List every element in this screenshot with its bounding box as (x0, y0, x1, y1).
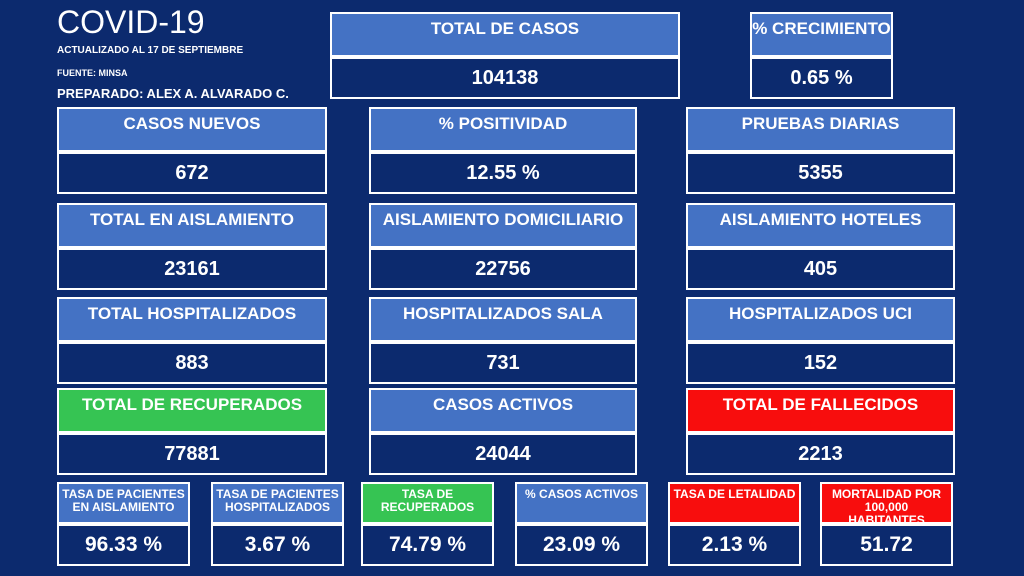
card-label: TOTAL DE RECUPERADOS (57, 388, 327, 433)
card-label: CASOS NUEVOS (57, 107, 327, 152)
card-value: 883 (57, 342, 327, 384)
stat-card: % CRECIMIENTO 0.65 % (750, 12, 893, 99)
stat-card: TOTAL HOSPITALIZADOS 883 (57, 297, 327, 384)
card-label: TOTAL DE FALLECIDOS (686, 388, 955, 433)
card-value: 2.13 % (668, 524, 801, 566)
card-label: AISLAMIENTO HOTELES (686, 203, 955, 248)
card-value: 96.33 % (57, 524, 190, 566)
card-value: 22756 (369, 248, 637, 290)
card-value: 77881 (57, 433, 327, 475)
card-value: 3.67 % (211, 524, 344, 566)
stat-card: TOTAL DE FALLECIDOS 2213 (686, 388, 955, 475)
stat-card: HOSPITALIZADOS UCI 152 (686, 297, 955, 384)
card-value: 23.09 % (515, 524, 648, 566)
stat-card: MORTALIDAD POR 100,000 HABITANTES 51.72 (820, 482, 953, 566)
stat-card: PRUEBAS DIARIAS 5355 (686, 107, 955, 194)
card-label: TASA DE PACIENTES EN AISLAMIENTO (57, 482, 190, 524)
card-value: 0.65 % (750, 57, 893, 99)
stat-card: TOTAL DE RECUPERADOS 77881 (57, 388, 327, 475)
card-value: 731 (369, 342, 637, 384)
card-label: TOTAL DE CASOS (330, 12, 680, 57)
stat-card: TASA DE LETALIDAD 2.13 % (668, 482, 801, 566)
card-label: TASA DE RECUPERADOS (361, 482, 494, 524)
card-label: TOTAL EN AISLAMIENTO (57, 203, 327, 248)
card-label: TASA DE LETALIDAD (668, 482, 801, 524)
title: COVID-19 (57, 4, 205, 40)
card-label: MORTALIDAD POR 100,000 HABITANTES (820, 482, 953, 527)
stat-card: CASOS ACTIVOS 24044 (369, 388, 637, 475)
card-label: AISLAMIENTO DOMICILIARIO (369, 203, 637, 248)
stat-card: TOTAL EN AISLAMIENTO 23161 (57, 203, 327, 290)
source: FUENTE: MINSA (57, 68, 128, 78)
card-label: TOTAL HOSPITALIZADOS (57, 297, 327, 342)
card-label: % CASOS ACTIVOS (515, 482, 648, 524)
card-value: 74.79 % (361, 524, 494, 566)
stat-card: AISLAMIENTO HOTELES 405 (686, 203, 955, 290)
stat-card: TASA DE PACIENTES EN AISLAMIENTO 96.33 % (57, 482, 190, 566)
card-value: 672 (57, 152, 327, 194)
card-value: 23161 (57, 248, 327, 290)
card-label: TASA DE PACIENTES HOSPITALIZADOS (211, 482, 344, 524)
card-label: % POSITIVIDAD (369, 107, 637, 152)
card-label: HOSPITALIZADOS SALA (369, 297, 637, 342)
card-value: 5355 (686, 152, 955, 194)
card-label: % CRECIMIENTO (750, 12, 893, 57)
card-value: 51.72 (820, 524, 953, 566)
card-value: 152 (686, 342, 955, 384)
stat-card: % POSITIVIDAD 12.55 % (369, 107, 637, 194)
card-label: CASOS ACTIVOS (369, 388, 637, 433)
card-value: 2213 (686, 433, 955, 475)
card-value: 12.55 % (369, 152, 637, 194)
stat-card: CASOS NUEVOS 672 (57, 107, 327, 194)
card-value: 104138 (330, 57, 680, 99)
prepared: PREPARADO: ALEX A. ALVARADO C. (57, 86, 289, 101)
stat-card: TASA DE RECUPERADOS 74.79 % (361, 482, 494, 566)
stat-card: TOTAL DE CASOS 104138 (330, 12, 680, 99)
stat-card: AISLAMIENTO DOMICILIARIO 22756 (369, 203, 637, 290)
stat-card: % CASOS ACTIVOS 23.09 % (515, 482, 648, 566)
card-label: PRUEBAS DIARIAS (686, 107, 955, 152)
stat-card: TASA DE PACIENTES HOSPITALIZADOS 3.67 % (211, 482, 344, 566)
stat-card: HOSPITALIZADOS SALA 731 (369, 297, 637, 384)
card-label: HOSPITALIZADOS UCI (686, 297, 955, 342)
card-value: 24044 (369, 433, 637, 475)
card-value: 405 (686, 248, 955, 290)
updated: ACTUALIZADO AL 17 DE SEPTIEMBRE (57, 45, 244, 56)
